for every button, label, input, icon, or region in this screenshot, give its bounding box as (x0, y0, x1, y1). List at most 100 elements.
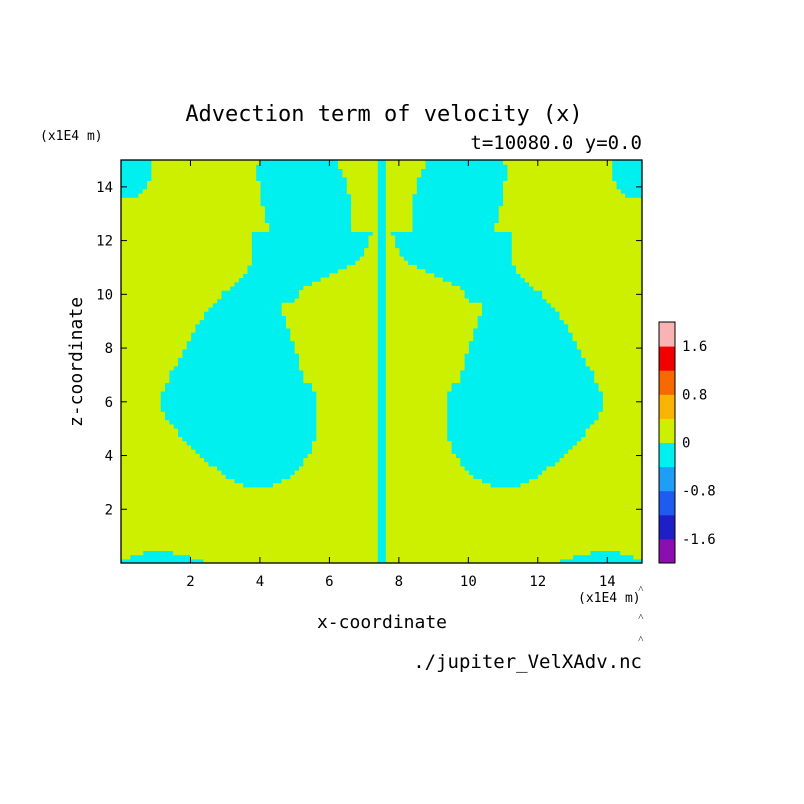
field-cell (385, 495, 643, 501)
field-cell (385, 537, 643, 543)
colorbar-label: 1.6 (682, 339, 707, 355)
field-cell (121, 260, 252, 266)
field-cell (364, 252, 378, 258)
field-cell (303, 285, 378, 291)
field-cell (542, 290, 643, 295)
field-cell (281, 302, 378, 308)
field-cell (546, 298, 643, 304)
field-cell (316, 420, 378, 426)
field-cell (520, 483, 643, 489)
field-cell (385, 243, 396, 249)
field-cell (290, 332, 378, 337)
field-cell (121, 416, 166, 421)
field-cell (121, 365, 174, 371)
y-unit-label: (x1E4 m) (40, 129, 103, 144)
field-cell (385, 512, 643, 518)
field-cell (498, 206, 643, 211)
field-cell (585, 361, 643, 367)
colorbar-segment (659, 490, 675, 516)
field-cell (581, 353, 643, 358)
field-cell (121, 521, 378, 526)
field-cell (121, 252, 252, 258)
colorbar-segment (659, 394, 675, 419)
field-cell (312, 441, 378, 447)
field-cell (503, 189, 621, 195)
field-cell (542, 470, 643, 476)
field-cell (498, 210, 643, 216)
field-cell (121, 411, 166, 417)
field-cell (572, 332, 643, 337)
field-cell (385, 227, 413, 232)
field-cell (121, 218, 265, 224)
field-cell (385, 466, 465, 472)
field-cell (503, 201, 643, 207)
field-cell (121, 201, 261, 207)
colorbar-frame (658, 321, 676, 564)
field-cell (290, 474, 378, 480)
field-cell (121, 374, 170, 379)
field-cell (351, 193, 378, 199)
field-cell (576, 344, 643, 350)
field-cell (542, 294, 643, 300)
field-cell (511, 248, 643, 253)
y-tick-label: 12 (96, 234, 113, 250)
corner-dot: ˄ (638, 634, 644, 645)
field-cell (338, 269, 378, 274)
field-cell (385, 206, 413, 211)
field-cell (520, 273, 643, 279)
field-cell (121, 474, 226, 480)
field-cell (316, 424, 378, 430)
field-cell (385, 281, 452, 287)
field-cell (385, 382, 452, 388)
field-cell (385, 521, 643, 526)
field-cell (385, 294, 465, 300)
field-cell (620, 550, 643, 556)
field-cell (385, 491, 643, 497)
field-cell (121, 525, 378, 531)
field-cell (385, 374, 461, 379)
colorbar-segment (659, 538, 675, 564)
field-cell (351, 222, 378, 228)
field-cell (385, 445, 452, 451)
field-cell (385, 420, 448, 426)
field-cell (594, 420, 643, 426)
field-cell (316, 403, 378, 409)
field-cell (121, 483, 244, 489)
field-cell (121, 269, 248, 274)
field-cell (121, 390, 161, 396)
field-cell (121, 336, 192, 342)
field-cell (585, 432, 643, 438)
field-cell (303, 378, 378, 384)
corner-dot: ˄ (638, 612, 644, 623)
field-cell (385, 378, 461, 384)
field-cell (299, 466, 378, 472)
field-cell (602, 407, 643, 413)
field-cell (173, 550, 378, 556)
x-unit-label: (x1E4 m) (578, 591, 641, 606)
field-cell (385, 403, 448, 409)
field-cell (385, 260, 409, 266)
field-cell (385, 298, 469, 304)
field-cell (385, 407, 448, 413)
field-cell (589, 365, 643, 371)
x-tick-label: 14 (599, 574, 616, 590)
field-cell (568, 449, 643, 455)
field-cell (121, 235, 252, 241)
field-cell (385, 210, 413, 216)
field-cell (385, 311, 482, 316)
field-cell (511, 231, 643, 237)
field-cell (121, 327, 196, 333)
field-cell (385, 500, 643, 505)
field-cell (121, 470, 222, 476)
field-cell (511, 235, 643, 241)
field-cell (121, 306, 209, 312)
field-cell (121, 546, 378, 552)
field-cell (602, 403, 643, 409)
field-cell (385, 386, 452, 392)
field-cell (121, 344, 187, 350)
field-cell (385, 285, 461, 291)
field-cell (529, 281, 643, 287)
field-cell (121, 428, 179, 434)
field-cell (385, 525, 643, 531)
field-cell (138, 193, 261, 199)
